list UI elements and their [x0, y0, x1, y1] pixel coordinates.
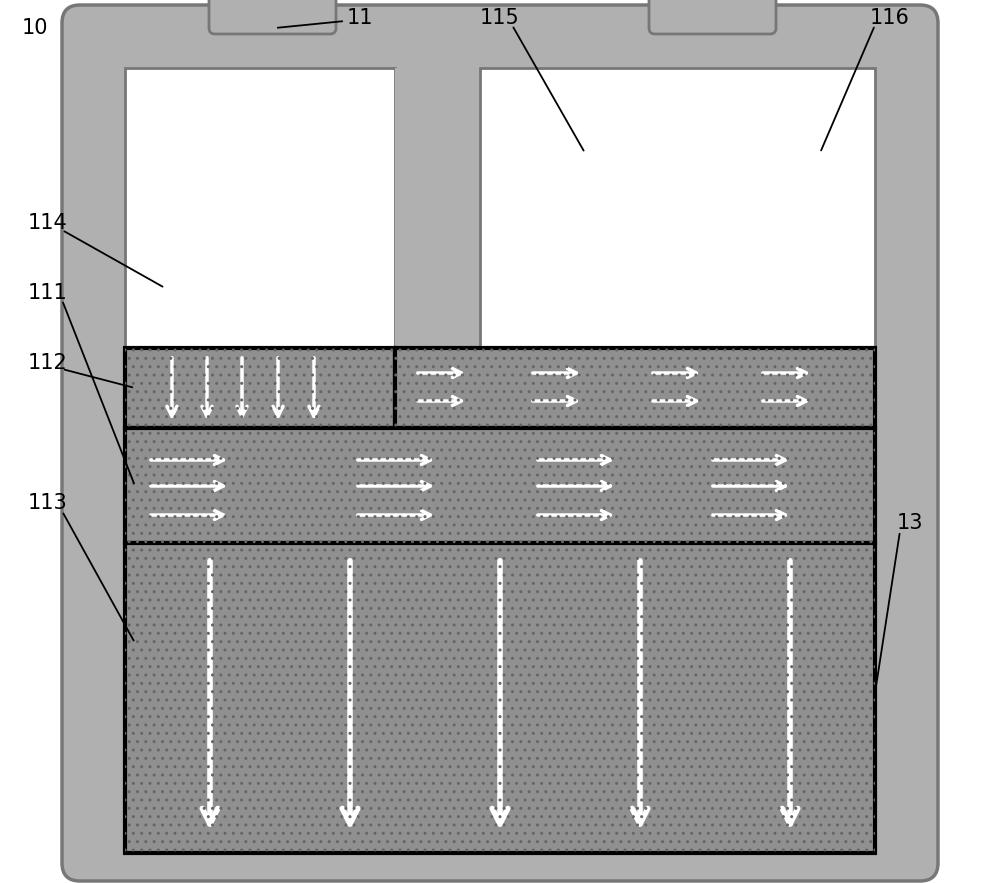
Bar — [395, 348, 875, 428]
Text: 11: 11 — [347, 8, 373, 28]
Text: 111: 111 — [28, 283, 68, 303]
Text: 113: 113 — [28, 493, 68, 513]
Text: 112: 112 — [28, 353, 68, 373]
FancyBboxPatch shape — [62, 5, 938, 881]
Bar — [125, 348, 395, 428]
Bar — [125, 348, 395, 428]
Bar — [125, 428, 875, 543]
Bar — [125, 68, 395, 353]
Text: 116: 116 — [870, 8, 910, 28]
FancyBboxPatch shape — [649, 0, 776, 34]
Text: 10: 10 — [22, 18, 48, 38]
Text: 13: 13 — [897, 513, 923, 533]
Bar — [125, 543, 875, 853]
Text: 115: 115 — [480, 8, 520, 28]
FancyBboxPatch shape — [209, 0, 336, 34]
Bar — [125, 428, 875, 543]
Bar — [395, 348, 875, 428]
Bar — [125, 543, 875, 853]
Bar — [480, 68, 875, 353]
Text: 114: 114 — [28, 213, 68, 233]
Bar — [395, 68, 480, 353]
